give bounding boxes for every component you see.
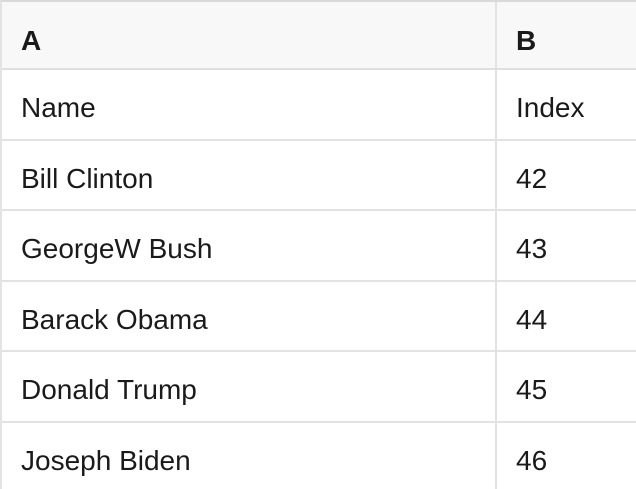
cell-index-text: 43 [516, 233, 548, 265]
cell-name-text: Barack Obama [21, 303, 208, 335]
column-header-row: A B [2, 2, 636, 70]
cell-name-text: Joseph Biden [21, 444, 191, 476]
table-row: Donald Trump 45 [2, 352, 636, 423]
cell-name-text: Donald Trump [21, 374, 197, 406]
cell-index-text: 45 [516, 374, 548, 406]
cell-name-text: GeorgeW Bush [21, 233, 213, 265]
cell-name-text: Name [21, 92, 96, 124]
column-header-b-label: B [516, 25, 537, 56]
table-row: Bill Clinton 42 [2, 140, 636, 211]
cell-index[interactable]: 44 [497, 282, 636, 351]
cell-name[interactable]: Joseph Biden [2, 422, 497, 489]
cell-index-text: 44 [516, 303, 548, 335]
cell-name[interactable]: Barack Obama [2, 281, 497, 350]
cell-index[interactable]: Index [497, 70, 636, 139]
cell-index[interactable]: 45 [497, 352, 636, 421]
column-header-a-label: A [21, 25, 42, 56]
cell-name[interactable]: Donald Trump [2, 352, 497, 421]
cell-name-text: Bill Clinton [21, 162, 154, 194]
table-row: Name Index [2, 70, 636, 141]
table-row: Barack Obama 44 [2, 281, 636, 352]
cell-index-text: 42 [516, 162, 548, 194]
cell-index-text: Index [516, 92, 585, 124]
table-row: Joseph Biden 46 [2, 422, 636, 489]
cell-index[interactable]: 46 [497, 423, 636, 489]
cell-name[interactable]: GeorgeW Bush [2, 211, 497, 280]
cell-index[interactable]: 42 [497, 141, 636, 210]
column-header-a[interactable]: A [2, 2, 497, 68]
column-header-b[interactable]: B [497, 2, 636, 68]
table-row: GeorgeW Bush 43 [2, 211, 636, 282]
cell-name[interactable]: Bill Clinton [2, 140, 497, 209]
cell-name[interactable]: Name [2, 70, 497, 139]
table-body: Name Index Bill Clinton 42 GeorgeW Bush … [2, 70, 636, 489]
cell-index[interactable]: 43 [497, 211, 636, 280]
cell-index-text: 46 [516, 444, 548, 476]
